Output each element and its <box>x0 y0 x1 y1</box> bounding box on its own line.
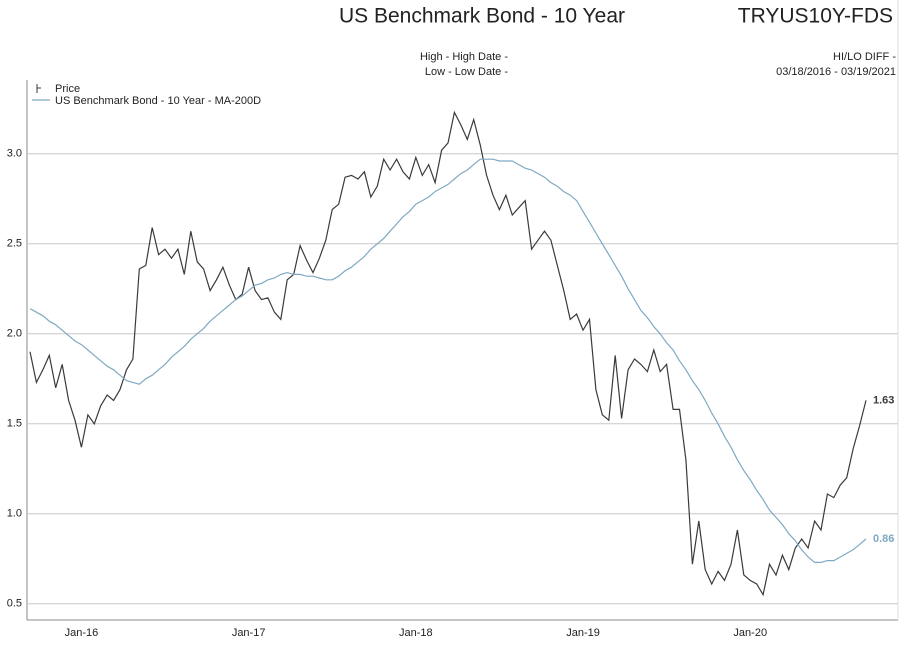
y-tick-label: 2.0 <box>7 328 22 340</box>
series-line <box>29 110 867 597</box>
legend: Price US Benchmark Bond - 10 Year - MA-2… <box>32 83 261 107</box>
low-label: Low - Low Date - <box>425 66 508 78</box>
last-value-label: 0.86 <box>873 533 894 545</box>
y-tick-label: 3.0 <box>7 148 22 160</box>
x-tick-label: Jan-18 <box>399 627 433 639</box>
y-tick-label: 1.5 <box>7 418 22 430</box>
last-value-label: 1.63 <box>873 394 894 406</box>
x-tick-label: Jan-20 <box>733 627 767 639</box>
high-label: High - High Date - <box>420 51 508 63</box>
hilo-label: HI/LO DIFF - <box>833 51 896 63</box>
y-tick-label: 2.5 <box>7 238 22 250</box>
legend-label: US Benchmark Bond - 10 Year - MA-200D <box>55 95 261 107</box>
date-range: 03/18/2016 - 03/19/2021 <box>776 66 896 78</box>
symbol: TRYUS10Y-FDS <box>738 5 893 28</box>
legend-label: Price <box>55 83 80 95</box>
x-tick-label: Jan-19 <box>566 627 600 639</box>
x-tick-label: Jan-16 <box>65 627 99 639</box>
y-tick-label: 0.5 <box>7 598 22 610</box>
x-tick-label: Jan-17 <box>232 627 266 639</box>
chart-title: US Benchmark Bond - 10 Year <box>339 5 625 28</box>
series-line <box>29 158 867 563</box>
y-tick-label: 1.0 <box>7 508 22 520</box>
